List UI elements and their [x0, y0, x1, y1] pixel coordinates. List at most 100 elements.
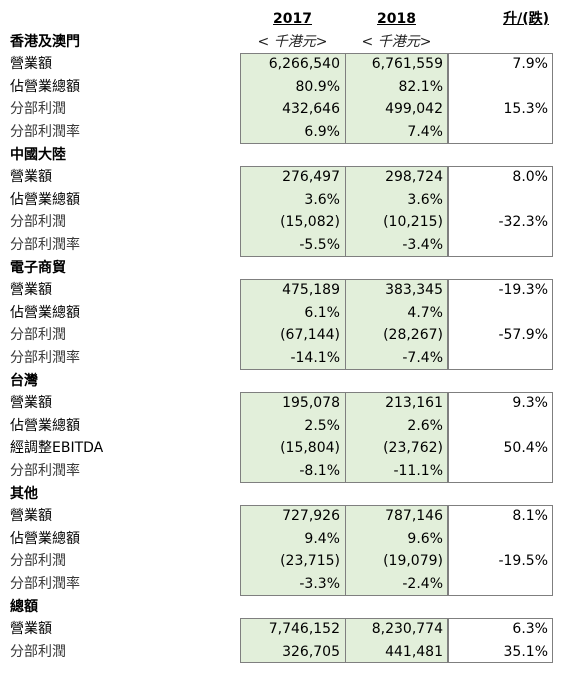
value-2018: (23,762)	[383, 440, 443, 457]
row-label: 營業額	[10, 508, 52, 525]
value-2018: -3.4%	[402, 237, 443, 253]
unit: < 千港元>	[257, 33, 328, 50]
value-2017: 80.9%	[295, 78, 340, 95]
row-label: 營業額	[10, 169, 52, 186]
value-2018: 2.6%	[407, 417, 443, 434]
row-label: 分部利潤率	[10, 350, 80, 366]
value-box	[240, 618, 448, 664]
value-2018: 9.6%	[407, 530, 443, 547]
change: -19.3%	[498, 282, 548, 299]
row-label: 分部利潤	[10, 327, 66, 344]
divider	[345, 279, 346, 370]
value-box	[240, 505, 448, 596]
year-header: 2018	[377, 11, 416, 27]
row-label: 分部利潤	[10, 553, 66, 570]
value-box	[240, 166, 448, 257]
row-label: 營業額	[10, 621, 52, 638]
row-label: 分部利潤	[10, 214, 66, 231]
value-2018: 213,161	[385, 395, 443, 412]
value-2018: 8,230,774	[371, 621, 443, 638]
value-2017: 7,746,152	[268, 621, 340, 638]
value-2017: 9.4%	[304, 530, 340, 547]
change: 6.3%	[512, 621, 548, 638]
value-2017: -3.3%	[299, 576, 340, 592]
value-2018: -2.4%	[402, 576, 443, 592]
year-header: 2017	[273, 11, 312, 27]
value-2018: 82.1%	[398, 78, 443, 95]
change: 35.1%	[503, 643, 548, 660]
value-2018: -11.1%	[393, 463, 443, 479]
change-box	[448, 53, 553, 144]
value-2017: 6.9%	[304, 124, 340, 140]
value-2018: (28,267)	[383, 327, 443, 344]
value-2018: 3.6%	[407, 191, 443, 208]
change-box	[448, 279, 553, 370]
value-2017: 6,266,540	[268, 56, 340, 73]
row-label: 經調整EBITDA	[10, 440, 104, 457]
value-2017: (23,715)	[280, 553, 340, 570]
value-2017: 2.5%	[304, 417, 340, 434]
value-box	[240, 279, 448, 370]
change-header: 升/(跌)	[503, 11, 549, 27]
change: 15.3%	[503, 101, 548, 118]
row-label: 分部利潤率	[10, 124, 80, 140]
change: -19.5%	[498, 553, 548, 570]
value-box	[240, 392, 448, 483]
value-2017: 432,646	[282, 101, 340, 118]
section-title: 香港及澳門	[10, 33, 80, 50]
value-2018: (19,079)	[383, 553, 443, 570]
section-title: 中國大陸	[10, 146, 66, 163]
row-label: 佔營業總額	[10, 78, 80, 95]
value-2017: -8.1%	[299, 463, 340, 479]
change-box	[448, 392, 553, 483]
change: -32.3%	[498, 214, 548, 231]
value-2017: 475,189	[282, 282, 340, 299]
value-2018: (10,215)	[383, 214, 443, 231]
section-title: 其他	[10, 485, 38, 502]
row-label: 分部利潤率	[10, 237, 80, 253]
row-label: 營業額	[10, 282, 52, 299]
row-label: 營業額	[10, 395, 52, 412]
row-label: 分部利潤	[10, 101, 66, 118]
value-2018: 441,481	[385, 643, 443, 660]
value-2018: -7.4%	[402, 350, 443, 366]
unit: < 千港元>	[361, 33, 432, 50]
value-2018: 4.7%	[407, 304, 443, 321]
value-2018: 7.4%	[407, 124, 443, 140]
value-2018: 6,761,559	[371, 56, 443, 73]
value-2017: (67,144)	[280, 327, 340, 344]
divider	[345, 166, 346, 257]
value-2018: 298,724	[385, 169, 443, 186]
row-label: 佔營業總額	[10, 530, 80, 547]
value-2017: 6.1%	[304, 304, 340, 321]
value-2018: 499,042	[385, 101, 443, 118]
divider	[345, 392, 346, 483]
section-title: 電子商貿	[10, 259, 66, 276]
value-2018: 787,146	[385, 508, 443, 525]
section-title: 總額	[10, 598, 38, 615]
value-box	[240, 53, 448, 144]
value-2017: 195,078	[282, 395, 340, 412]
change: 7.9%	[512, 56, 548, 73]
section-title: 台灣	[10, 372, 38, 389]
change: -57.9%	[498, 327, 548, 344]
row-label: 佔營業總額	[10, 191, 80, 208]
value-2017: 276,497	[282, 169, 340, 186]
divider	[345, 505, 346, 596]
change: 8.1%	[512, 508, 548, 525]
change-box	[448, 505, 553, 596]
value-2017: -14.1%	[290, 350, 340, 366]
row-label: 分部利潤率	[10, 576, 80, 592]
row-label: 分部利潤	[10, 643, 66, 660]
change-box	[448, 618, 553, 664]
divider	[345, 53, 346, 144]
row-label: 分部利潤率	[10, 463, 80, 479]
change-box	[448, 166, 553, 257]
value-2017: 326,705	[282, 643, 340, 660]
change: 50.4%	[503, 440, 548, 457]
row-label: 佔營業總額	[10, 417, 80, 434]
change: 9.3%	[512, 395, 548, 412]
divider	[345, 618, 346, 664]
value-2017: 727,926	[282, 508, 340, 525]
